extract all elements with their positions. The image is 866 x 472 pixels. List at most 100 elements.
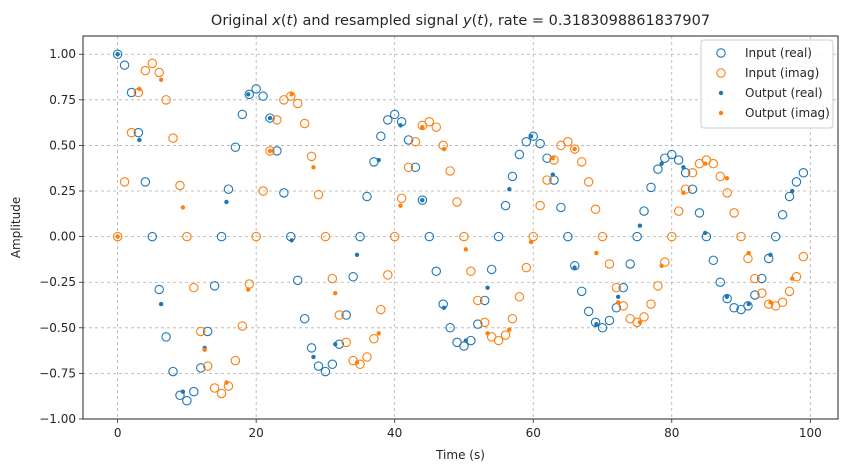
point-input-real (182, 396, 192, 406)
point-output-real (615, 294, 621, 300)
point-output-real (594, 321, 599, 327)
point-input-real (673, 155, 684, 165)
plot-marks (112, 49, 809, 406)
point-input-imag (583, 177, 594, 187)
point-input-imag (389, 231, 400, 242)
point-input-real (403, 135, 414, 145)
point-output-real (572, 265, 577, 270)
point-output-real (659, 161, 664, 166)
point-input-imag (306, 151, 317, 162)
point-input-imag (479, 317, 490, 328)
point-input-real (258, 91, 268, 101)
point-input-imag (369, 334, 379, 344)
point-output-real (398, 123, 403, 128)
point-input-imag (673, 206, 684, 216)
point-input-imag (763, 299, 774, 309)
point-output-imag (180, 205, 186, 210)
point-input-real (777, 209, 788, 220)
point-input-imag (452, 197, 462, 207)
point-input-imag (230, 355, 241, 366)
point-output-real (637, 223, 643, 228)
point-input-imag (680, 184, 691, 194)
point-input-real (500, 200, 511, 211)
point-input-real (445, 323, 455, 333)
y-tick-label: 0.75 (49, 93, 76, 107)
point-input-imag (265, 146, 275, 156)
point-input-imag (196, 326, 206, 337)
legend-label: Output (imag) (745, 106, 830, 120)
point-input-real (119, 60, 130, 70)
point-input-imag (403, 162, 414, 173)
point-output-imag (681, 190, 686, 196)
point-input-imag (784, 286, 795, 297)
point-output-real (376, 157, 381, 163)
point-input-real (417, 195, 428, 205)
point-output-imag (267, 148, 273, 154)
point-input-imag (708, 158, 719, 169)
x-tick-label: 20 (249, 426, 264, 440)
point-input-imag (410, 137, 421, 147)
title-part: x (271, 13, 281, 29)
title-part: ) and resampled signal (292, 13, 463, 29)
point-input-imag (299, 118, 310, 129)
point-input-real (653, 164, 663, 174)
point-input-real (507, 171, 518, 182)
point-output-real (158, 301, 164, 307)
title-part: ( (281, 13, 287, 29)
point-input-imag (126, 127, 137, 138)
point-input-real (161, 332, 171, 342)
point-input-real (563, 231, 573, 242)
point-input-real (590, 317, 601, 328)
point-input-imag (570, 144, 580, 154)
point-output-imag (702, 161, 708, 166)
point-input-real (216, 231, 227, 242)
y-tick-label: −1.00 (39, 412, 76, 426)
point-input-real (140, 177, 151, 187)
point-output-real (528, 134, 534, 139)
point-input-imag (722, 188, 732, 198)
point-output-imag (311, 165, 316, 170)
point-output-imag (376, 331, 381, 336)
point-input-imag (376, 304, 386, 315)
point-input-imag (757, 288, 767, 298)
legend-marker (716, 68, 726, 78)
point-input-imag (362, 352, 372, 362)
point-output-imag (202, 347, 207, 352)
point-output-real (354, 252, 360, 258)
point-input-real (556, 202, 566, 213)
point-input-imag (667, 231, 677, 242)
point-output-real (267, 115, 273, 121)
title-part: ), rate = 0.3183098861837907 (483, 13, 710, 29)
legend-label: Input (imag) (745, 66, 819, 80)
y-tick-label: 1.00 (49, 47, 76, 61)
title-part: Original (211, 13, 272, 29)
point-input-imag (182, 231, 192, 242)
point-input-imag (272, 115, 282, 125)
y-tick-label: −0.50 (39, 321, 76, 335)
x-tick-label: 60 (526, 426, 541, 440)
point-input-imag (175, 180, 185, 191)
point-input-real (355, 231, 365, 242)
point-output-imag (768, 300, 773, 305)
point-input-imag (334, 310, 345, 320)
point-input-imag (313, 189, 324, 200)
point-output-real (289, 238, 294, 243)
point-input-imag (576, 157, 587, 167)
point-output-imag (790, 276, 795, 281)
y-tick-label: 0.25 (49, 184, 76, 198)
point-input-real (383, 115, 393, 125)
point-input-imag (639, 312, 649, 322)
point-input-imag (715, 171, 725, 182)
x-tick-label: 40 (387, 426, 402, 440)
point-input-real (175, 390, 185, 401)
x-tick-label: 80 (664, 426, 679, 440)
point-input-real (479, 295, 490, 306)
point-input-real (251, 84, 261, 94)
point-input-imag (493, 335, 504, 346)
point-output-imag (594, 250, 599, 256)
point-input-real (459, 341, 469, 351)
point-input-imag (327, 273, 338, 284)
point-input-imag (521, 262, 532, 273)
point-input-real (154, 284, 164, 295)
